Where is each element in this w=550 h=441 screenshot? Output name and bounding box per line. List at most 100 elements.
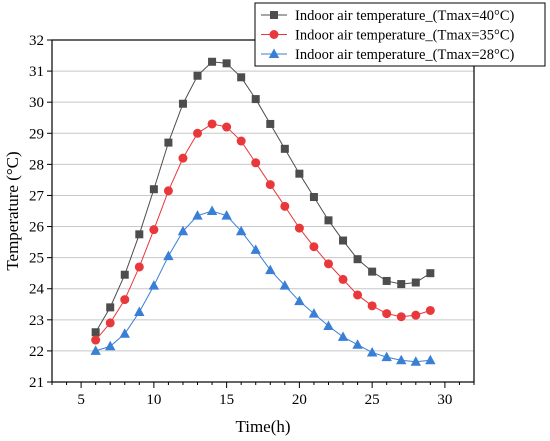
data-point — [294, 223, 304, 233]
data-point — [105, 318, 115, 328]
x-tick-label: 15 — [219, 392, 234, 408]
y-tick-label: 31 — [29, 64, 44, 80]
data-point — [337, 331, 349, 341]
x-tick-label: 25 — [365, 392, 380, 408]
data-point — [353, 290, 363, 300]
data-point — [222, 122, 232, 132]
legend-marker-triangle — [268, 48, 280, 58]
x-tick-label: 10 — [146, 392, 161, 408]
y-tick-label: 32 — [29, 33, 44, 49]
data-point — [339, 236, 348, 245]
data-point — [235, 225, 247, 236]
y-tick-label: 29 — [29, 126, 44, 142]
legend-box — [254, 2, 546, 67]
data-point — [251, 95, 260, 104]
data-point — [309, 193, 318, 202]
data-point — [411, 310, 421, 320]
data-point — [193, 71, 202, 80]
data-point — [91, 328, 100, 337]
legend-label: Indoor air temperature_(Tmax=40°C) — [295, 8, 514, 24]
data-point — [425, 354, 436, 365]
y-tick-label: 23 — [29, 313, 44, 329]
data-point — [236, 136, 246, 146]
data-point — [163, 186, 173, 196]
y-tick-label: 26 — [29, 220, 45, 236]
data-point — [382, 309, 392, 319]
legend-marker-square — [270, 11, 278, 19]
data-point — [120, 270, 129, 279]
data-point — [105, 340, 116, 351]
y-tick-label: 30 — [29, 95, 44, 111]
data-point — [237, 73, 246, 82]
data-point — [396, 312, 406, 322]
data-point — [208, 57, 217, 66]
data-point — [382, 276, 391, 285]
data-point — [251, 158, 261, 168]
data-point — [353, 255, 362, 264]
data-point — [250, 244, 261, 254]
y-tick-label: 27 — [29, 188, 45, 204]
data-point — [163, 250, 174, 261]
data-point — [308, 308, 320, 318]
data-point — [324, 216, 333, 225]
legend-marker-circle — [269, 30, 279, 39]
data-point — [222, 59, 231, 68]
data-point — [381, 351, 392, 362]
series-layer — [90, 57, 436, 366]
data-point — [207, 119, 217, 129]
data-point — [149, 185, 158, 194]
data-point — [148, 280, 160, 290]
data-point — [149, 225, 159, 235]
series-circle — [91, 119, 435, 345]
y-tick-label: 22 — [29, 344, 44, 360]
legend: Indoor air temperature_(Tmax=40°C) Indoor… — [254, 2, 546, 67]
y-tick-label: 21 — [29, 375, 44, 391]
data-point — [134, 262, 144, 272]
y-tick-label: 28 — [29, 157, 44, 173]
y-tick-label: 25 — [29, 251, 44, 267]
data-point — [178, 153, 188, 163]
data-point — [397, 280, 406, 289]
data-point — [134, 306, 145, 317]
legend-label: Indoor air temperature_(Tmax=28°C) — [295, 47, 514, 63]
data-point — [266, 119, 275, 128]
data-point — [177, 225, 189, 236]
data-point — [164, 138, 173, 147]
data-point — [368, 267, 377, 276]
data-point — [119, 328, 130, 338]
data-point — [396, 354, 407, 365]
data-point — [280, 144, 289, 153]
x-axis-title: Time(h) — [235, 417, 290, 436]
data-point — [265, 264, 276, 275]
data-point — [338, 274, 348, 284]
data-point — [323, 320, 334, 331]
data-point — [411, 278, 420, 287]
data-point — [106, 303, 115, 312]
data-point — [221, 210, 232, 220]
y-tick-label: 24 — [29, 282, 45, 298]
y-axis-title: Temperature (°C) — [3, 151, 22, 270]
data-point — [120, 295, 130, 305]
data-point — [206, 205, 218, 215]
data-point — [91, 335, 101, 345]
data-point — [352, 339, 363, 349]
data-point — [193, 128, 203, 138]
data-point — [294, 295, 305, 306]
data-point — [192, 210, 203, 220]
data-point — [410, 356, 421, 366]
data-point — [426, 269, 435, 278]
series-triangle — [90, 205, 436, 366]
x-tick-label: 30 — [437, 392, 452, 408]
legend-label: Indoor air temperature_(Tmax=35°C) — [295, 28, 514, 44]
data-point — [367, 301, 377, 311]
data-point — [178, 99, 187, 108]
data-point — [90, 345, 101, 355]
data-point — [265, 180, 275, 190]
data-point — [323, 259, 333, 269]
data-point — [280, 201, 290, 211]
data-point — [135, 230, 144, 239]
x-tick-label: 5 — [77, 392, 85, 408]
data-point — [295, 169, 304, 178]
